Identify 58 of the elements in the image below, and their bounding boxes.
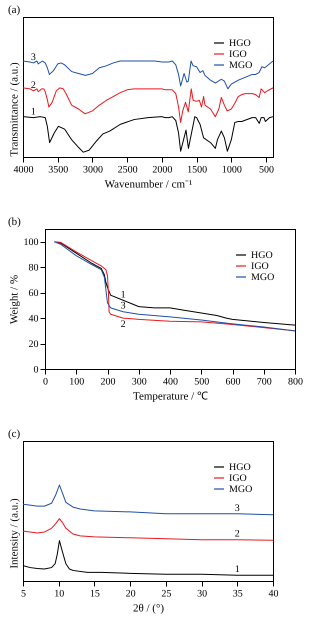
legend-label: MGO — [229, 484, 252, 495]
x-tick-label: 100 — [69, 376, 84, 388]
x-tick-label: 500 — [259, 164, 274, 176]
x-axis-title: Temperature / ℃ — [133, 390, 208, 402]
annotation: 3 — [30, 52, 36, 63]
y-tick-label: 20 — [28, 339, 38, 350]
x-tick-label: 25 — [161, 588, 172, 600]
x-tick-label: 20 — [126, 588, 136, 600]
legend-label: HGO — [251, 250, 273, 261]
legend-label: MGO — [229, 60, 252, 71]
y-axis-title: Transmittance / (a.u.) — [8, 62, 20, 157]
annotation: 3 — [234, 502, 240, 514]
y-tick-label: 80 — [28, 262, 38, 274]
annotation: 1 — [120, 289, 126, 300]
x-tick-label: 0 — [43, 376, 48, 388]
annotation: 1 — [234, 564, 240, 576]
x-axis-title: Wavenumber / cm⁻¹ — [104, 178, 192, 190]
annotation: 3 — [120, 300, 126, 312]
x-tick-label: 4000 — [14, 164, 34, 176]
x-tick-label: 40 — [268, 588, 278, 600]
legend-label: HGO — [229, 462, 251, 473]
x-tick-label: 200 — [100, 376, 116, 388]
x-tick-label: 35 — [232, 588, 243, 600]
x-tick-label: 3000 — [82, 164, 103, 176]
y-tick-label: 0 — [34, 364, 38, 376]
x-tick-label: 800 — [288, 376, 303, 388]
y-tick-label: 60 — [28, 288, 38, 300]
x-tick-label: 500 — [194, 376, 210, 388]
legend-label: HGO — [229, 38, 251, 49]
chart-title: (c) — [8, 428, 21, 440]
x-tick-label: 10 — [54, 588, 64, 600]
annotation: 1 — [30, 106, 36, 118]
annotation: 2 — [234, 528, 240, 540]
legend-label: IGO — [251, 261, 269, 272]
x-tick-label: 300 — [132, 376, 147, 388]
annotation: 2 — [120, 319, 126, 330]
x-tick-label: 400 — [163, 376, 178, 388]
x-tick-label: 2500 — [118, 164, 138, 176]
legend-label: IGO — [229, 49, 247, 60]
chart-title: (b) — [8, 216, 22, 228]
x-tick-label: 600 — [226, 376, 240, 388]
x-tick-label: 3500 — [48, 164, 68, 176]
x-tick-label: 1000 — [222, 164, 242, 176]
annotation: 2 — [30, 80, 36, 91]
y-tick-label: 40 — [28, 314, 38, 325]
x-tick-label: 2000 — [152, 164, 172, 176]
y-axis-title: Weight / % — [8, 274, 20, 324]
legend-label: IGO — [229, 473, 247, 484]
x-tick-label: 700 — [256, 376, 272, 388]
x-tick-label: 30 — [197, 588, 208, 600]
x-axis-title: 2θ / (°) — [132, 602, 164, 614]
y-axis-title: Intensity / (a.u.) — [8, 498, 20, 569]
x-tick-label: 5 — [21, 588, 26, 600]
y-tick-label: 100 — [24, 237, 38, 248]
x-tick-label: 15 — [90, 588, 100, 600]
chart-title: (a) — [8, 4, 21, 16]
x-tick-label: 1500 — [187, 164, 208, 176]
legend-label: MGO — [251, 272, 274, 283]
